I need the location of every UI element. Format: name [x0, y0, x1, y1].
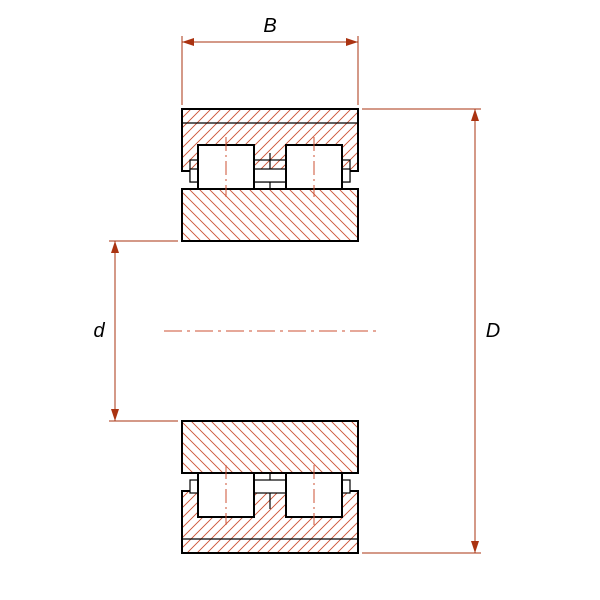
label-d: d — [93, 320, 105, 342]
inner-ring-top — [182, 189, 358, 241]
label-D: D — [486, 320, 500, 342]
bearing-diagram: B Dd — [0, 0, 600, 600]
label-B: B — [263, 15, 276, 37]
inner-ring-bottom — [182, 421, 358, 473]
